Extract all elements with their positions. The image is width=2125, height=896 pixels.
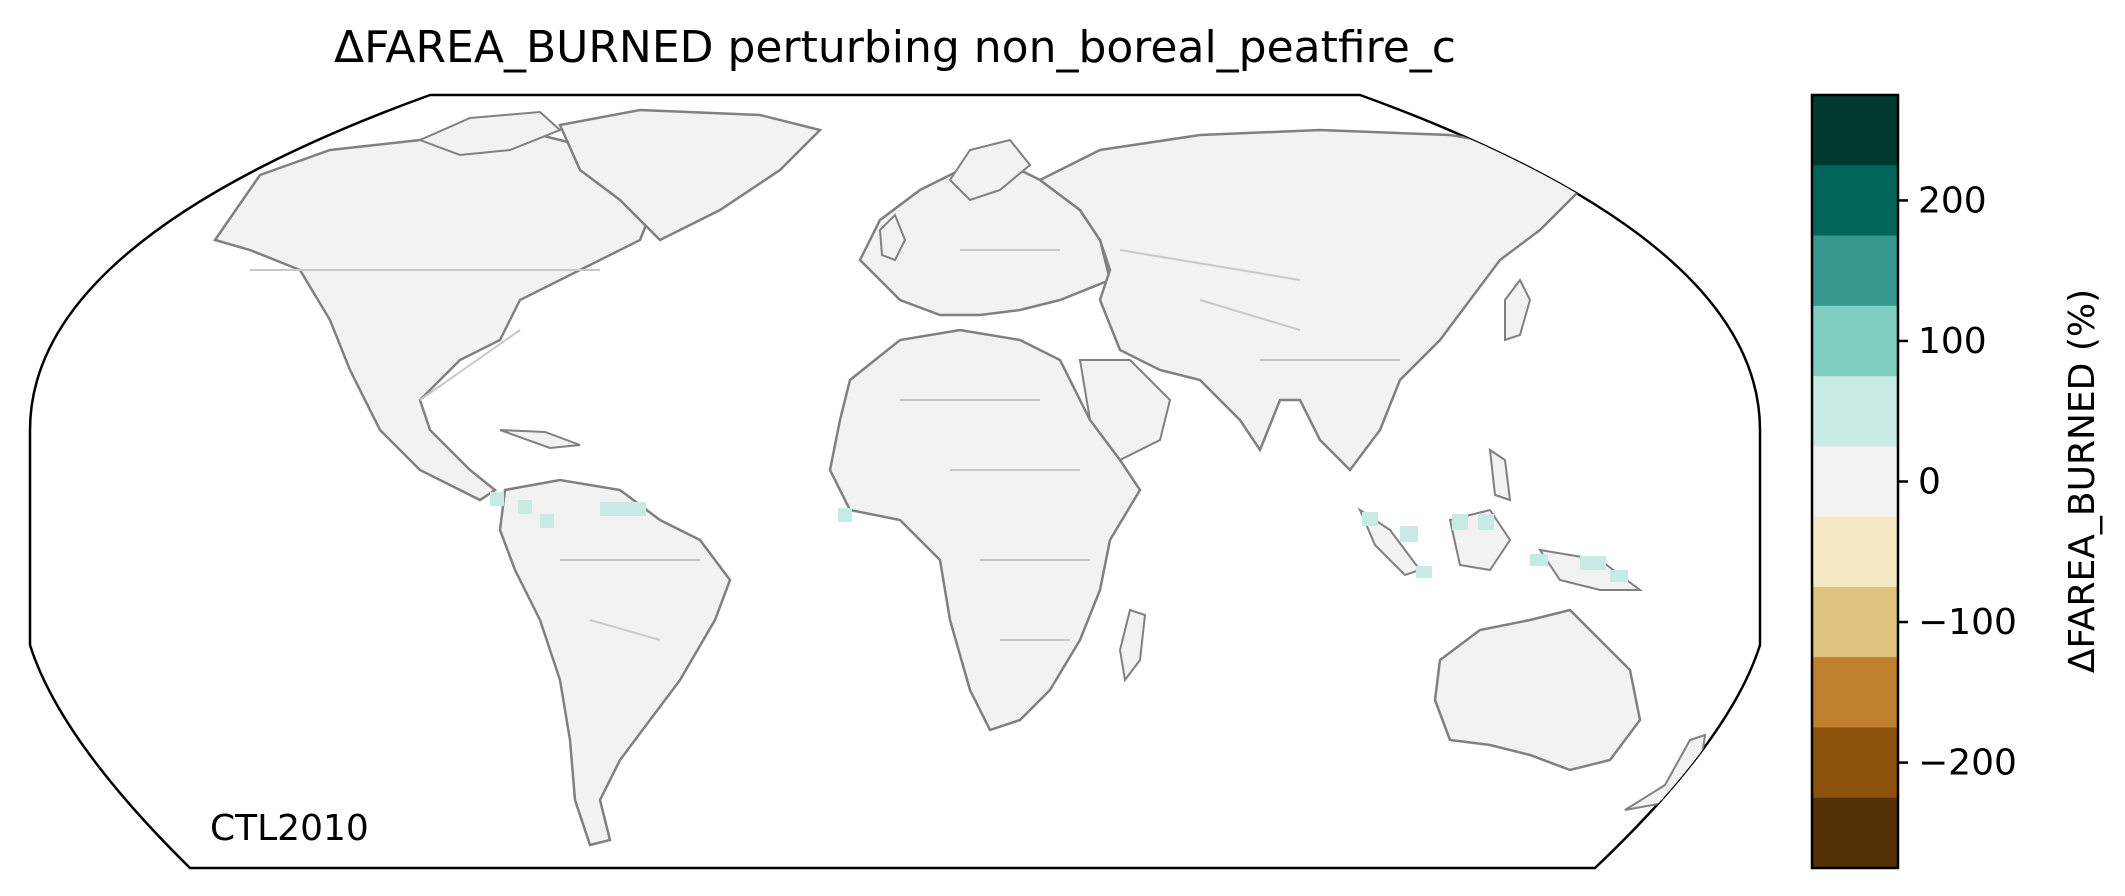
landmass-south-america: [498, 478, 732, 847]
colorbar-bin: [1812, 305, 1898, 377]
landmass-scandinavia: [948, 138, 1032, 202]
landmass-africa: [828, 328, 1142, 732]
colorbar-bin: [1812, 797, 1898, 869]
landmass-philippines: [1488, 447, 1512, 502]
land-layer: [212, 108, 1707, 847]
colorbar: 200 100 0 −100 −200 ΔFAREA_BURNED (%): [1810, 93, 2103, 870]
colorbar-ticks: 200 100 0 −100 −200: [1898, 180, 2017, 784]
colorbar-bin: [1812, 657, 1898, 728]
colorbar-bin: [1812, 165, 1898, 237]
landmass-arctic-islands: [417, 110, 562, 157]
colorbar-bin: [1812, 95, 1898, 166]
landmass-cuba: [499, 429, 581, 450]
colorbar-tick-label: −200: [1918, 743, 2017, 784]
country-borders: [250, 249, 1400, 641]
colorbar-bin: [1812, 727, 1898, 799]
colorbar-tick-label: −100: [1918, 602, 2017, 643]
run-label: CTL2010: [210, 808, 369, 849]
colorbar-bin: [1812, 516, 1898, 588]
landmass-greenland: [558, 108, 823, 242]
colorbar-bin: [1812, 235, 1898, 307]
colorbar-bin: [1812, 446, 1898, 518]
colorbar-tick-label: 0: [1918, 462, 1941, 503]
colorbar-bins: [1812, 95, 1898, 869]
landmass-british-isles: [878, 213, 907, 262]
positive-anomaly-cells: [490, 492, 1628, 582]
figure-title: ΔFAREA_BURNED perturbing non_boreal_peat…: [334, 22, 1456, 73]
colorbar-bin: [1812, 586, 1898, 658]
landmass-sumatra: [1357, 507, 1422, 577]
landmass-japan: [1504, 278, 1532, 342]
colorbar-tick-label: 200: [1918, 180, 1987, 221]
landmass-madagascar: [1118, 608, 1147, 683]
colorbar-label: ΔFAREA_BURNED (%): [2062, 289, 2103, 673]
colorbar-bin: [1812, 376, 1898, 447]
landmass-australia: [1433, 608, 1642, 772]
colorbar-tick-label: 100: [1918, 321, 1987, 362]
